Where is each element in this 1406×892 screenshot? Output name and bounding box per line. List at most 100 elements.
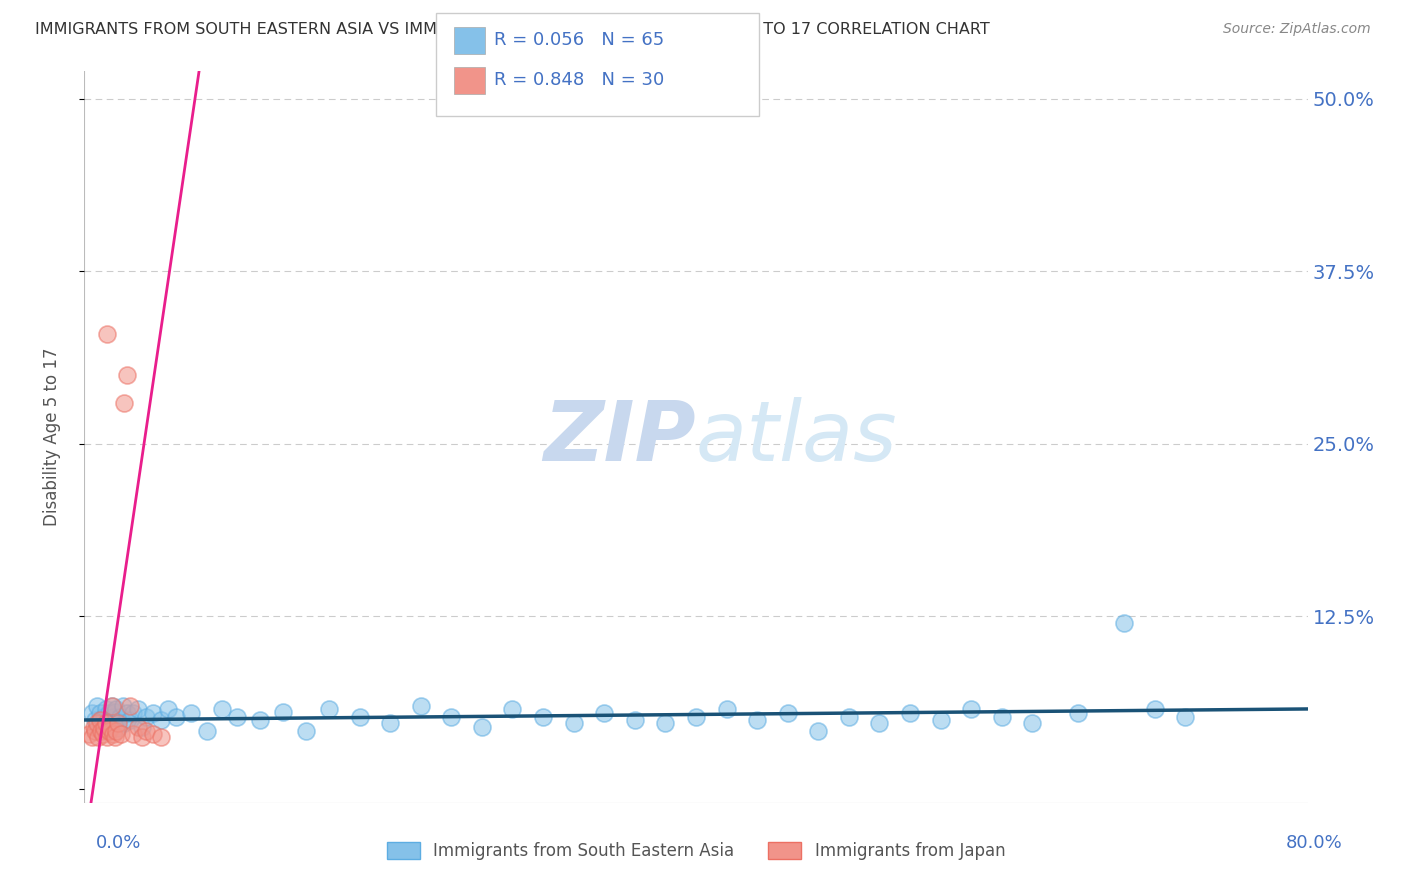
Legend: Immigrants from South Eastern Asia, Immigrants from Japan: Immigrants from South Eastern Asia, Immi…: [387, 842, 1005, 860]
Point: [624, 713, 647, 727]
Point: [105, 724, 128, 739]
Point: [157, 702, 180, 716]
Text: R = 0.056   N = 65: R = 0.056 N = 65: [494, 31, 664, 49]
Point: [747, 713, 769, 727]
Point: [226, 710, 249, 724]
Point: [318, 702, 340, 716]
Point: [87, 730, 110, 744]
Point: [135, 724, 157, 739]
Point: [86, 715, 108, 730]
Point: [90, 724, 112, 739]
Point: [807, 724, 830, 739]
Point: [1114, 616, 1136, 631]
Point: [93, 710, 115, 724]
Point: [87, 720, 110, 734]
Point: [89, 706, 111, 720]
Point: [115, 368, 138, 382]
Point: [80, 730, 103, 744]
Point: [127, 702, 149, 716]
Point: [96, 326, 118, 341]
Point: [107, 715, 129, 730]
Point: [105, 702, 128, 716]
Point: [127, 720, 149, 734]
Point: [103, 727, 125, 741]
Point: [104, 730, 127, 744]
Text: ZIP: ZIP: [543, 397, 696, 477]
Point: [502, 702, 524, 716]
Point: [91, 727, 114, 741]
Text: atlas: atlas: [696, 397, 897, 477]
Point: [142, 727, 165, 741]
Point: [195, 724, 218, 739]
Point: [103, 710, 125, 724]
Point: [685, 710, 707, 724]
Point: [131, 720, 153, 734]
Point: [471, 720, 494, 734]
Point: [180, 706, 202, 720]
Text: IMMIGRANTS FROM SOUTH EASTERN ASIA VS IMMIGRANTS FROM JAPAN DISABILITY AGE 5 TO : IMMIGRANTS FROM SOUTH EASTERN ASIA VS IM…: [35, 22, 990, 37]
Point: [1021, 715, 1043, 730]
Point: [111, 699, 134, 714]
Point: [142, 706, 165, 720]
Point: [149, 730, 172, 744]
Point: [898, 706, 921, 720]
Point: [295, 724, 318, 739]
Point: [110, 727, 132, 741]
Point: [77, 727, 100, 741]
Y-axis label: Disability Age 5 to 17: Disability Age 5 to 17: [42, 348, 60, 526]
Point: [101, 699, 124, 714]
Point: [380, 715, 402, 730]
Point: [108, 710, 131, 724]
Point: [211, 702, 233, 716]
Point: [593, 706, 616, 720]
Point: [249, 713, 271, 727]
Point: [1143, 702, 1166, 716]
Point: [135, 710, 157, 724]
Point: [960, 702, 983, 716]
Point: [90, 713, 112, 727]
Point: [80, 706, 103, 720]
Point: [97, 724, 120, 739]
Point: [104, 705, 127, 719]
Point: [440, 710, 463, 724]
Point: [149, 713, 172, 727]
Point: [562, 715, 585, 730]
Point: [84, 724, 107, 739]
Point: [112, 715, 135, 730]
Point: [101, 699, 124, 714]
Text: R = 0.848   N = 30: R = 0.848 N = 30: [494, 71, 664, 89]
Point: [1067, 706, 1090, 720]
Point: [122, 706, 145, 720]
Point: [271, 705, 294, 719]
Point: [409, 699, 432, 714]
Point: [869, 715, 891, 730]
Point: [165, 710, 187, 724]
Point: [115, 706, 138, 720]
Point: [349, 710, 371, 724]
Point: [96, 730, 118, 744]
Text: 80.0%: 80.0%: [1286, 834, 1343, 852]
Point: [94, 702, 117, 716]
Point: [838, 710, 860, 724]
Point: [98, 715, 121, 730]
Point: [83, 720, 105, 734]
Text: 0.0%: 0.0%: [96, 834, 141, 852]
Point: [776, 706, 799, 720]
Point: [120, 699, 142, 714]
Text: Source: ZipAtlas.com: Source: ZipAtlas.com: [1223, 22, 1371, 37]
Point: [122, 727, 145, 741]
Point: [86, 699, 108, 714]
Point: [112, 395, 135, 409]
Point: [531, 710, 554, 724]
Point: [991, 710, 1014, 724]
Point: [107, 721, 129, 735]
Point: [716, 702, 738, 716]
Point: [654, 715, 676, 730]
Point: [131, 730, 153, 744]
Point: [96, 724, 118, 739]
Point: [120, 713, 142, 727]
Point: [98, 721, 121, 735]
Point: [97, 706, 120, 720]
Point: [93, 721, 115, 735]
Point: [94, 715, 117, 730]
